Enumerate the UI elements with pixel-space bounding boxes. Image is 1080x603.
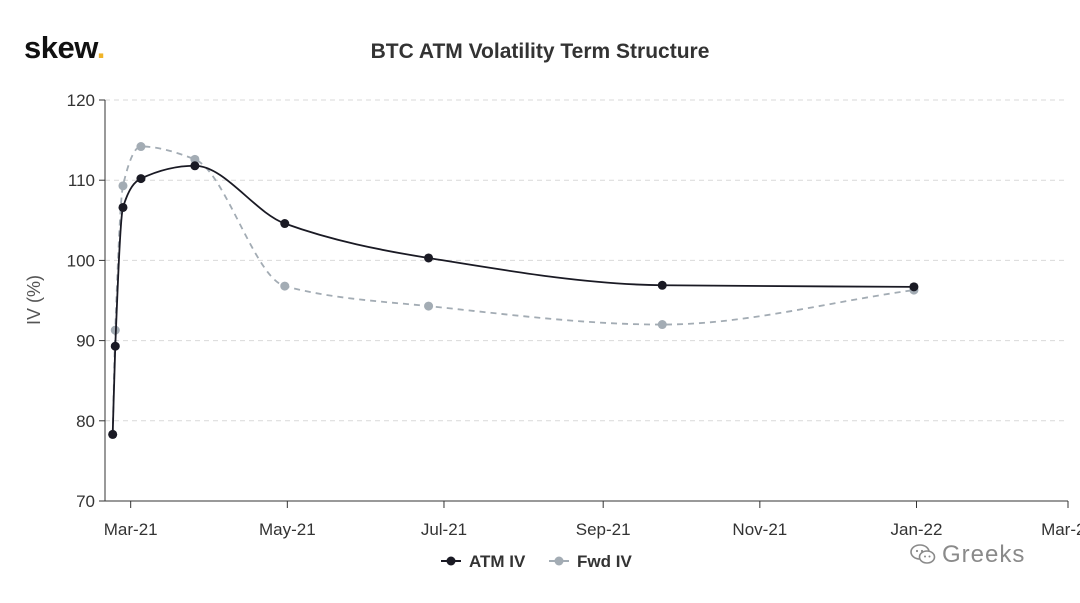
fwd-iv-legend-label: Fwd IV [577, 552, 632, 571]
logo-text: skew [24, 30, 97, 65]
atm-iv-point [909, 282, 919, 292]
y-tick-label: 110 [68, 171, 95, 190]
chart-title: BTC ATM Volatility Term Structure [370, 40, 710, 63]
gridlines [105, 99, 1068, 422]
atm-iv-point [657, 280, 667, 290]
x-tick-labels: Mar-21 May-21 Jul-21 Sep-21 Nov-21 Jan-22 Mar-… [104, 520, 1080, 539]
atm-iv-legend-label: ATM IV [469, 552, 526, 571]
x-tick-label: Mar-21 [104, 520, 158, 539]
watermark-text: Greeks [942, 541, 1026, 568]
atm-iv-point [424, 253, 434, 263]
legend: ATM IV Fwd IV [441, 552, 632, 571]
y-tick-label: 100 [67, 251, 95, 270]
fwd-iv-line [111, 145, 915, 435]
y-tick-label: 120 [67, 91, 95, 110]
atm-iv-point [136, 174, 146, 184]
x-tick-label: Jan-22 [890, 520, 942, 539]
fwd-iv-point [280, 281, 290, 291]
x-tick-label: May-21 [259, 520, 316, 539]
fwd-iv-point [118, 181, 128, 191]
atm-iv-point [110, 341, 120, 351]
logo-dot: . [96, 30, 106, 65]
x-tick-label: Nov-21 [732, 520, 787, 539]
atm-iv-point [190, 161, 200, 171]
atm-iv-point [280, 219, 290, 229]
atm-iv-point [108, 429, 118, 439]
x-tick-label: Sep-21 [576, 520, 631, 539]
y-tick-label: 80 [76, 412, 95, 431]
fwd-iv-point [657, 320, 667, 330]
greeks-watermark: Greeks [910, 541, 1025, 569]
atm-iv-line [111, 164, 914, 435]
y-tick-labels: 70 80 90 100 110 120 [67, 91, 95, 511]
y-axis-label: IV (%) [24, 275, 44, 325]
fwd-iv-point [136, 142, 146, 152]
y-tick-label: 70 [76, 492, 95, 511]
chat-bubbles-icon [910, 544, 936, 564]
x-tick-label: Jul-21 [421, 520, 467, 539]
atm-iv-point [118, 202, 128, 212]
skew-logo: skew. [24, 30, 105, 66]
y-tick-label: 90 [76, 332, 95, 351]
x-tick-label: Mar-22 [1041, 520, 1080, 539]
fwd-iv-legend-marker [554, 556, 564, 566]
axes [99, 99, 1069, 508]
fwd-iv-point [424, 301, 434, 311]
series-layer [108, 142, 919, 439]
fwd-iv-point [190, 154, 200, 164]
atm-iv-legend-marker [446, 556, 456, 566]
